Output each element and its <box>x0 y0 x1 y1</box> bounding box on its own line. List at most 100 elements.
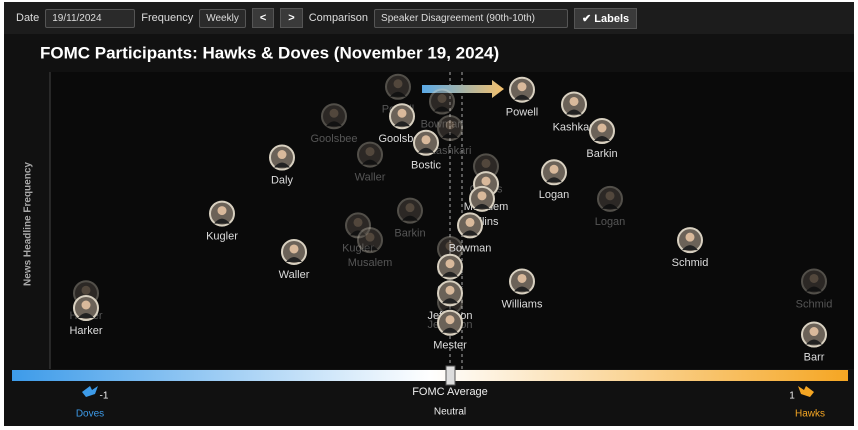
participant-label: Logan <box>595 216 626 228</box>
shoulders <box>474 203 490 209</box>
participant-marker <box>357 141 383 168</box>
participant-marker <box>437 115 463 142</box>
participant-label: Kashkari <box>553 121 596 133</box>
hawks-label: Hawks <box>795 409 825 420</box>
participant: Powell <box>506 76 538 119</box>
face <box>405 203 415 213</box>
shoulders <box>394 121 410 127</box>
comparison-label: Comparison <box>308 12 369 24</box>
participant: Waller <box>279 238 310 281</box>
face <box>569 96 579 106</box>
participant: Daly <box>269 144 295 186</box>
face <box>465 217 475 227</box>
participant: Logan <box>539 159 570 201</box>
labels-button[interactable]: ✔ Labels <box>574 7 638 29</box>
participant-label: Barkin <box>586 148 617 160</box>
shoulders <box>594 136 610 141</box>
next-button[interactable]: > <box>280 8 303 28</box>
participant: Barr <box>801 321 827 363</box>
shoulders <box>514 286 530 292</box>
chart-title: FOMC Participants: Hawks & Doves (Novemb… <box>40 43 499 62</box>
shoulders <box>806 286 822 292</box>
shoulders <box>350 230 366 236</box>
shift-arrow <box>422 80 504 98</box>
face <box>397 108 407 118</box>
participant-marker <box>597 185 623 212</box>
shoulders <box>442 327 458 333</box>
face <box>809 327 819 337</box>
shoulders <box>326 121 342 127</box>
date-input[interactable]: 19/11/2024 <box>45 8 136 28</box>
face <box>329 108 339 118</box>
participant: Bowman <box>421 88 464 130</box>
face <box>549 164 559 174</box>
shoulders <box>682 245 698 251</box>
shoulders <box>418 147 434 153</box>
date-label: Date <box>16 12 40 24</box>
chart: FOMC Participants: Hawks & Doves (Novemb… <box>12 43 854 420</box>
frequency-select[interactable]: Weekly <box>199 8 246 28</box>
face <box>421 135 431 145</box>
participant-label: Daly <box>271 174 294 186</box>
shoulders <box>402 215 418 221</box>
shoulders <box>566 109 582 115</box>
face <box>437 94 447 103</box>
participant-label: Mester <box>433 340 467 352</box>
face <box>809 273 819 283</box>
participant-marker <box>801 268 827 295</box>
face <box>445 120 455 130</box>
participant-label: Waller <box>279 269 310 281</box>
shoulders <box>442 133 458 139</box>
participant-marker <box>321 103 347 130</box>
participant-marker <box>385 73 411 100</box>
center-sublabel: Neutral <box>434 407 466 418</box>
shoulders <box>362 159 378 165</box>
participant-label: Williams <box>502 298 543 310</box>
shoulders <box>286 256 302 262</box>
participant-marker <box>357 227 383 254</box>
participant-label: Logan <box>539 189 570 201</box>
participant: Logan <box>595 185 626 228</box>
participant: Bowman <box>449 212 491 254</box>
face <box>289 244 299 254</box>
center-label: FOMC Average <box>412 386 488 398</box>
participant: Kugler <box>206 200 238 243</box>
prev-button[interactable]: < <box>251 8 275 28</box>
face <box>517 273 527 283</box>
participant-label: Kashkari <box>429 145 472 157</box>
face <box>481 158 491 168</box>
comparison-select[interactable]: Speaker Disagreement (90th-10th) <box>374 8 569 28</box>
face <box>445 315 455 325</box>
face <box>217 206 227 216</box>
face <box>685 232 695 242</box>
participant-label: Schmid <box>672 257 709 269</box>
shoulders <box>434 106 450 112</box>
participant-label: Waller <box>355 172 386 184</box>
toolbar: Date 19/11/2024 Frequency Weekly < > Com… <box>4 2 854 34</box>
shoulders <box>362 245 378 251</box>
shoulders <box>274 162 290 168</box>
participant-label: Barr <box>804 351 825 363</box>
face <box>477 191 487 201</box>
face <box>365 147 375 157</box>
participant: Kugler <box>342 212 374 254</box>
app: Date 19/11/2024 Frequency Weekly < > Com… <box>4 2 854 426</box>
doves-label: Doves <box>76 409 104 420</box>
shoulders <box>214 218 230 224</box>
face <box>277 150 287 160</box>
y-axis-label: News Headline Frequency <box>23 162 34 286</box>
participant: Kashkari <box>429 115 472 157</box>
shoulders <box>442 271 458 277</box>
shoulders <box>442 298 458 304</box>
shoulders <box>514 94 530 100</box>
participant-marker <box>345 212 371 239</box>
participant-label: Bowman <box>421 118 464 130</box>
participant-label: Harker <box>69 325 102 337</box>
participant: Schmid <box>796 268 832 310</box>
face <box>445 241 455 251</box>
face <box>481 176 491 186</box>
participant: Schmid <box>672 227 709 269</box>
frequency-label: Frequency <box>141 12 194 24</box>
hawk-icon <box>798 386 814 397</box>
face <box>81 300 91 310</box>
